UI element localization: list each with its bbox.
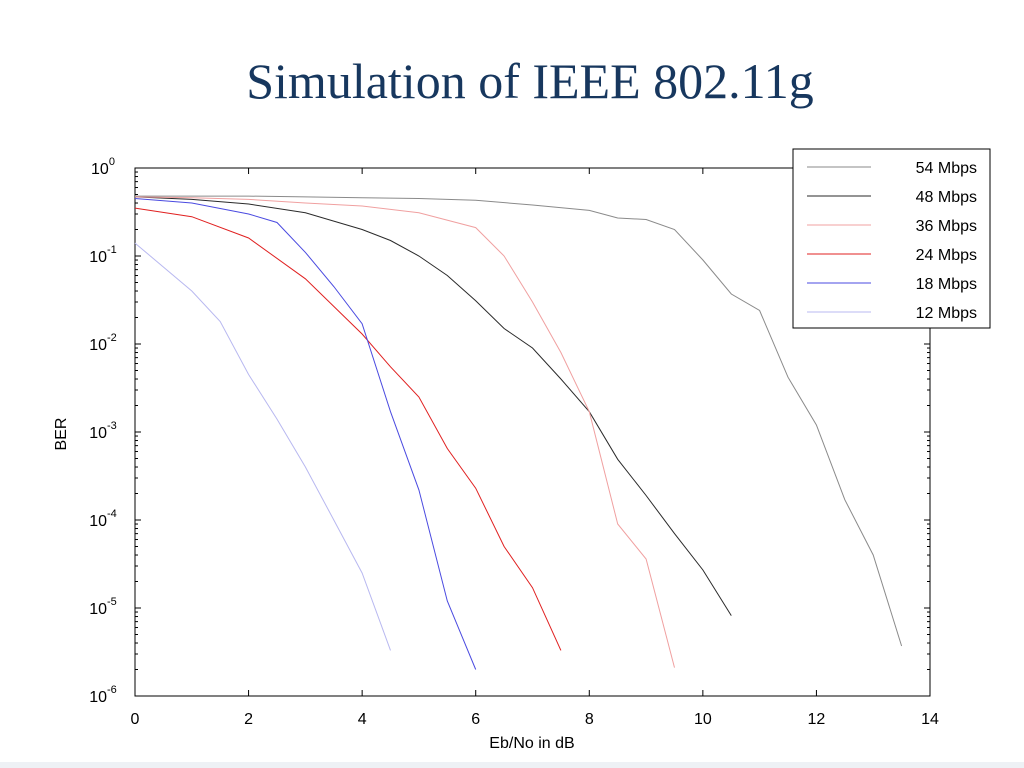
x-axis-label: Eb/No in dB	[489, 735, 574, 752]
y-tick-base: 10	[89, 689, 107, 706]
x-tick-label: 14	[921, 711, 939, 728]
y-tick-base: 10	[89, 337, 107, 354]
y-tick-base: 10	[89, 249, 107, 266]
legend-box	[792, 148, 991, 329]
y-tick-label: 10-4	[89, 508, 117, 530]
y-tick-label: 10-5	[89, 596, 117, 618]
y-tick-base: 10	[89, 425, 107, 442]
x-tick-label: 0	[131, 711, 140, 728]
y-tick-base: 10	[91, 161, 109, 178]
series-lines	[134, 195, 903, 670]
y-tick-base: 10	[89, 601, 107, 618]
y-tick-exponent: 0	[109, 156, 115, 168]
legend-label-48-mbps: 48 Mbps	[916, 189, 977, 206]
y-tick-exponent: -1	[107, 244, 117, 256]
legend-label-36-mbps: 36 Mbps	[916, 218, 977, 235]
series-line-12-mbps	[134, 242, 391, 651]
y-tick-label: 10-6	[89, 684, 117, 706]
y-tick-exponent: -6	[107, 684, 117, 696]
x-tick-label: 8	[585, 711, 594, 728]
x-tick-label: 4	[358, 711, 367, 728]
series-line-54-mbps	[135, 195, 903, 647]
y-axis-label: BER	[53, 418, 70, 451]
series-line-36-mbps	[134, 196, 675, 668]
legend: 54 Mbps 48 Mbps 36 Mbps 24 Mbps 18 Mbps 12 Mb…	[792, 148, 991, 329]
x-tick-label: 12	[808, 711, 826, 728]
y-tick-exponent: -5	[107, 596, 117, 608]
x-tick-label: 10	[694, 711, 712, 728]
y-tick-exponent: -4	[107, 508, 117, 520]
y-tick-label: 100	[91, 156, 115, 178]
series-line-18-mbps	[134, 198, 477, 670]
series-line-24-mbps	[134, 207, 562, 651]
y-tick-base: 10	[89, 513, 107, 530]
y-tick-exponent: -2	[107, 332, 117, 344]
legend-label-18-mbps: 18 Mbps	[916, 276, 977, 293]
x-tick-labels: 0 2 4 6 8 10 12 14	[131, 711, 939, 728]
x-tick-label: 6	[471, 711, 480, 728]
x-tick-label: 2	[244, 711, 253, 728]
legend-label-12-mbps: 12 Mbps	[916, 305, 977, 322]
legend-label-54-mbps: 54 Mbps	[916, 160, 977, 177]
y-tick-label: 10-3	[89, 420, 117, 442]
series-line-48-mbps	[134, 196, 732, 616]
y-tick-exponent: -3	[107, 420, 117, 432]
bottom-rule	[0, 762, 1024, 768]
slide-title: Simulation of IEEE 802.11g	[246, 53, 814, 109]
y-tick-label: 10-1	[89, 244, 117, 266]
legend-label-24-mbps: 24 Mbps	[916, 247, 977, 264]
y-tick-label: 10-2	[89, 332, 117, 354]
